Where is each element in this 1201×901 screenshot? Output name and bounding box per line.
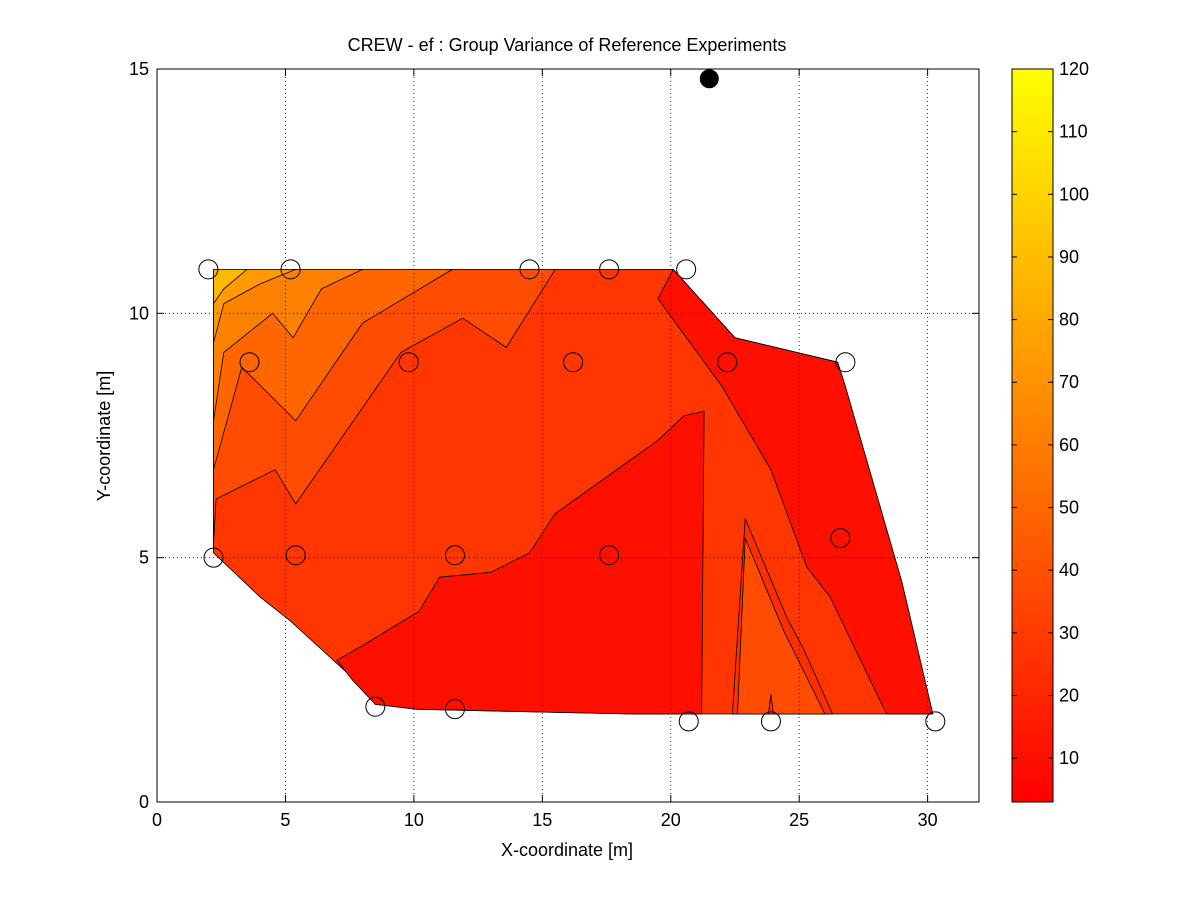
measurement-point-15 xyxy=(365,696,386,717)
y-axis-ticks: 0 5 10 15 xyxy=(129,59,979,812)
measurement-point-7 xyxy=(563,352,584,373)
measurement-point-1 xyxy=(280,259,301,280)
measurement-markers xyxy=(198,69,946,732)
measurement-point-11 xyxy=(285,545,306,566)
measurement-point-9 xyxy=(835,352,856,373)
colorbar: 10 20 30 40 50 60 70 80 90 100 110 120 xyxy=(1011,59,1089,803)
colorbar-fill xyxy=(1011,68,1054,803)
x-axis-ticks: 0 5 10 15 20 25 30 xyxy=(152,69,938,830)
measurement-point-18 xyxy=(760,711,781,732)
contour-region-5 xyxy=(213,268,248,305)
y-tick-label-3: 15 xyxy=(129,59,149,79)
colorbar-tick-label-7: 80 xyxy=(1059,310,1079,330)
measurement-point-3 xyxy=(599,259,620,280)
measurement-point-17 xyxy=(678,711,699,732)
measurement-point-0 xyxy=(198,259,219,280)
x-tick-label-0: 0 xyxy=(152,810,162,830)
colorbar-tick-label-5: 60 xyxy=(1059,435,1079,455)
measurement-point-10 xyxy=(203,547,224,568)
colorbar-tick-label-0: 10 xyxy=(1059,748,1079,768)
contour-region-7 xyxy=(657,268,934,715)
chart-title: CREW - ef : Group Variance of Reference … xyxy=(348,35,787,55)
measurement-point-13 xyxy=(599,545,620,566)
x-tick-label-4: 20 xyxy=(661,810,681,830)
contour-region-4 xyxy=(213,268,297,344)
x-tick-label-2: 10 xyxy=(404,810,424,830)
colorbar-tick-label-8: 90 xyxy=(1059,247,1079,267)
measurement-point-5 xyxy=(239,352,260,373)
x-tick-label-6: 30 xyxy=(918,810,938,830)
colorbar-tick-label-3: 40 xyxy=(1059,560,1079,580)
measurement-point-2 xyxy=(519,259,540,280)
plot-area: 0 5 10 15 20 25 30 0 5 10 15 xyxy=(129,59,980,830)
x-tick-label-1: 5 xyxy=(280,810,290,830)
y-tick-label-1: 5 xyxy=(139,548,149,568)
reference-point xyxy=(699,69,719,89)
axes-frame xyxy=(156,68,980,803)
measurement-point-12 xyxy=(444,545,465,566)
colorbar-tick-label-1: 20 xyxy=(1059,685,1079,705)
y-axis-label: Y-coordinate [m] xyxy=(94,371,114,501)
x-axis-label: X-coordinate [m] xyxy=(501,840,633,860)
contour-region-6 xyxy=(336,410,705,715)
contour-region-3 xyxy=(213,268,363,422)
measurement-point-6 xyxy=(398,352,419,373)
measurement-point-16 xyxy=(444,699,465,720)
contour-region-2 xyxy=(213,268,453,471)
colorbar-tick-label-10: 110 xyxy=(1059,122,1088,142)
x-tick-label-3: 15 xyxy=(532,810,552,830)
x-tick-label-5: 25 xyxy=(789,810,809,830)
colorbar-tick-label-6: 70 xyxy=(1059,372,1079,392)
y-tick-label-2: 10 xyxy=(129,303,149,323)
colorbar-tick-label-11: 120 xyxy=(1059,59,1089,79)
colorbar-tick-label-4: 50 xyxy=(1059,498,1079,518)
grid-lines xyxy=(157,69,979,802)
colorbar-tick-label-9: 100 xyxy=(1059,184,1089,204)
measurement-point-8 xyxy=(717,352,738,373)
contour-regions xyxy=(213,268,934,715)
measurement-point-14 xyxy=(830,528,851,549)
measurement-point-4 xyxy=(676,259,697,280)
colorbar-tick-label-2: 30 xyxy=(1059,623,1079,643)
y-tick-label-0: 0 xyxy=(139,792,149,812)
measurement-point-19 xyxy=(925,711,946,732)
colorbar-ticks: 10 20 30 40 50 60 70 80 90 100 110 120 xyxy=(1012,59,1089,768)
